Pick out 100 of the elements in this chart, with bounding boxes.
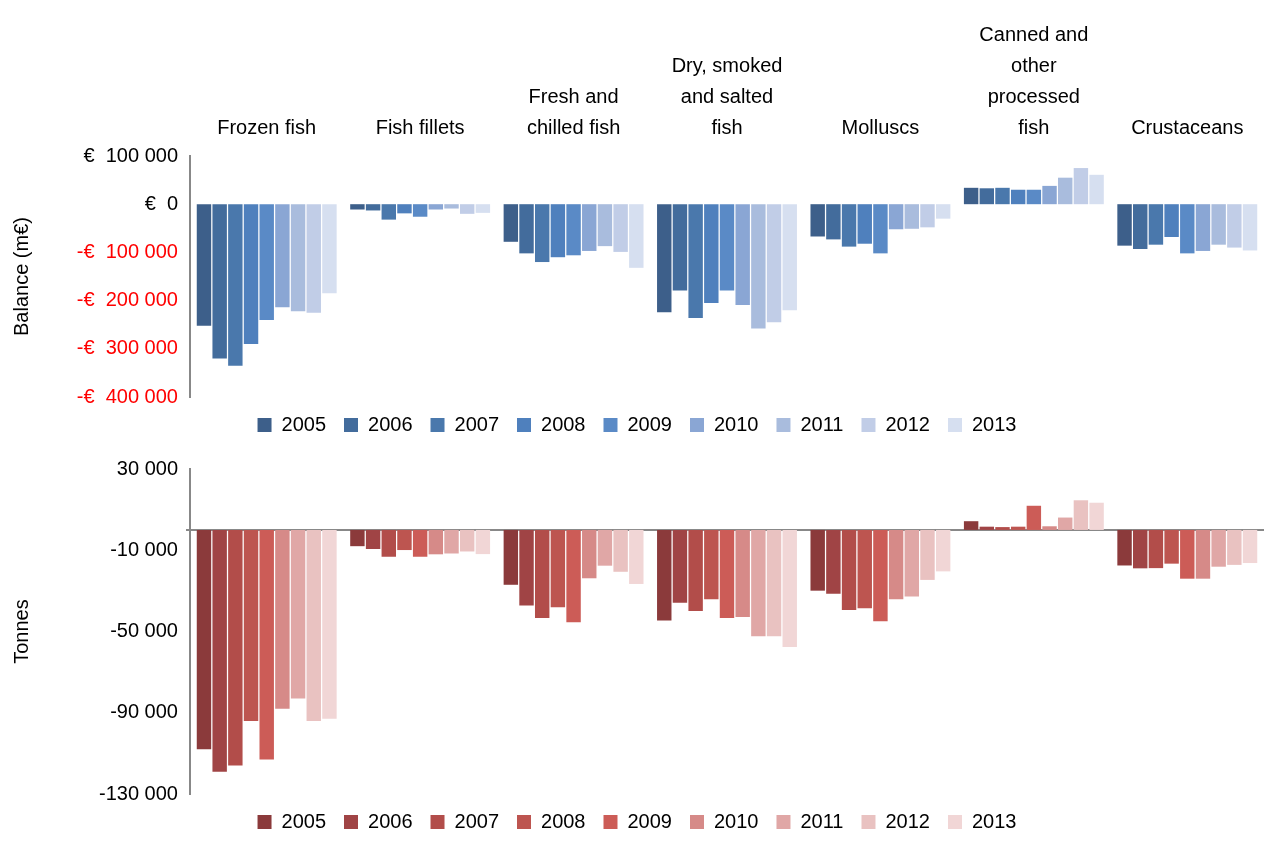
bar — [212, 529, 227, 772]
bar — [365, 204, 381, 211]
legend-label: 2007 — [454, 412, 500, 435]
bar — [904, 529, 920, 597]
bar — [196, 529, 212, 750]
bar — [1195, 529, 1211, 579]
bar — [782, 204, 797, 311]
bar — [381, 204, 396, 220]
bar — [1133, 529, 1148, 569]
legend-label: 2008 — [541, 412, 586, 435]
legend-label: 2012 — [885, 809, 930, 832]
bar — [613, 529, 628, 572]
bar — [782, 529, 797, 647]
y-tick-label: -10 000 — [110, 537, 178, 560]
legend-label: 2012 — [885, 412, 930, 435]
bar — [841, 204, 857, 247]
legend-label: 2005 — [281, 809, 327, 832]
bar — [459, 204, 475, 214]
bar — [322, 529, 337, 719]
bar — [1089, 174, 1104, 205]
bar — [275, 529, 290, 709]
bar — [888, 204, 904, 230]
legend-label: 2009 — [627, 809, 672, 832]
bar — [688, 204, 703, 318]
legend-label: 2010 — [713, 809, 759, 832]
y-tick-label: -130 000 — [99, 781, 178, 804]
bar — [519, 204, 534, 254]
bar — [475, 529, 491, 555]
bar — [322, 204, 337, 294]
bar — [841, 529, 857, 610]
bar — [350, 529, 365, 547]
y-tick-label: -90 000 — [110, 700, 178, 723]
bar — [412, 529, 428, 557]
bar — [1180, 529, 1195, 579]
legend-label: 2011 — [800, 412, 844, 435]
bar — [826, 529, 841, 594]
bar — [810, 529, 825, 591]
bar — [935, 204, 951, 219]
bar — [613, 204, 628, 252]
bar — [1058, 177, 1073, 205]
bar — [1195, 204, 1211, 251]
bar — [196, 204, 212, 326]
bar — [735, 204, 750, 305]
bar — [904, 204, 920, 229]
bar — [582, 529, 597, 579]
bar — [1117, 204, 1132, 246]
bar — [810, 204, 825, 237]
bar — [935, 529, 951, 572]
bar — [751, 204, 766, 329]
bar — [629, 204, 644, 268]
legend-label: 2013 — [971, 412, 1017, 435]
bar — [1148, 204, 1164, 245]
bar — [1026, 189, 1042, 205]
bar — [979, 188, 995, 205]
bar — [290, 204, 306, 312]
legend-label: 2013 — [971, 809, 1017, 832]
bar — [766, 529, 782, 637]
y-tick-label: -€ 400 000 — [76, 384, 178, 407]
bar — [1211, 529, 1226, 567]
bar — [1010, 189, 1026, 205]
bar — [1073, 168, 1089, 205]
bar — [873, 529, 888, 622]
bar — [1211, 204, 1226, 245]
bar — [888, 529, 904, 600]
x-tick-label: Crustaceans — [1131, 116, 1244, 139]
y-tick-label: € 0 — [144, 191, 178, 214]
bar — [582, 204, 597, 251]
bar — [259, 204, 274, 320]
bar — [826, 204, 841, 240]
y-tick-label: -€ 100 000 — [76, 239, 178, 262]
bar — [519, 529, 534, 606]
bar — [1026, 505, 1042, 530]
bar — [475, 204, 491, 213]
bar — [657, 204, 672, 313]
bar — [212, 204, 227, 359]
bar — [657, 529, 672, 621]
bar — [1242, 204, 1258, 251]
bar — [735, 529, 750, 617]
bar — [428, 204, 444, 210]
x-tick-label: Dry, smoked and salted fish — [671, 54, 783, 139]
bar — [350, 204, 365, 210]
bar — [290, 529, 306, 699]
legend-label: 2007 — [454, 809, 500, 832]
bar — [566, 529, 581, 623]
bar — [766, 204, 782, 323]
bar — [963, 521, 979, 530]
legend-label: 2005 — [281, 412, 327, 435]
bar — [1073, 500, 1089, 530]
bar — [228, 204, 243, 366]
bar — [306, 529, 321, 721]
bar — [672, 204, 688, 291]
x-tick-label: Canned and other processed fish — [979, 23, 1089, 139]
bar — [365, 529, 381, 550]
bar — [995, 187, 1010, 205]
bar — [534, 204, 550, 263]
bar — [920, 529, 935, 580]
bar — [629, 529, 644, 584]
bar — [275, 204, 290, 308]
x-tick-label: Frozen fish — [217, 116, 317, 139]
x-tick-label: Molluscs — [841, 116, 920, 139]
